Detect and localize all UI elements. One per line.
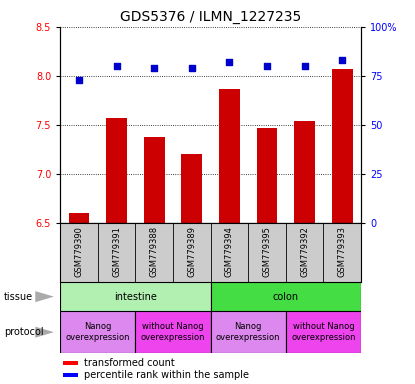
Bar [219,89,240,223]
Text: GSM779390: GSM779390 [74,226,83,276]
Text: percentile rank within the sample: percentile rank within the sample [84,370,249,380]
Point [301,63,308,69]
Text: colon: colon [273,291,299,302]
Text: GSM779389: GSM779389 [187,226,196,277]
Point [188,65,195,71]
Point [226,59,233,65]
Bar [286,311,361,353]
Text: without Nanog
overexpression: without Nanog overexpression [291,323,356,342]
Text: protocol: protocol [4,327,44,337]
Text: intestine: intestine [114,291,157,302]
Text: Nanog
overexpression: Nanog overexpression [216,323,281,342]
Bar [257,128,277,223]
Polygon shape [35,327,54,338]
Bar [63,372,78,377]
Bar [60,311,135,353]
Text: Nanog
overexpression: Nanog overexpression [66,323,130,342]
Bar [135,311,210,353]
Bar [106,118,127,223]
Bar [211,311,286,353]
Title: GDS5376 / ILMN_1227235: GDS5376 / ILMN_1227235 [120,10,301,25]
Point [76,77,82,83]
Text: GSM779392: GSM779392 [300,226,309,276]
Point [151,65,158,71]
Text: GSM779388: GSM779388 [150,226,159,277]
Bar [181,154,202,223]
Point [264,63,270,69]
Bar [144,137,164,223]
Bar [211,282,361,311]
Point [113,63,120,69]
Bar [60,282,211,311]
Text: GSM779394: GSM779394 [225,226,234,276]
Bar [294,121,315,223]
Text: GSM779391: GSM779391 [112,226,121,276]
Text: GSM779393: GSM779393 [338,226,347,277]
Text: tissue: tissue [4,291,33,302]
Text: without Nanog
overexpression: without Nanog overexpression [141,323,205,342]
Bar [68,213,89,223]
Text: GSM779395: GSM779395 [263,226,271,276]
Text: transformed count: transformed count [84,358,175,368]
Point [339,57,346,63]
Polygon shape [35,291,54,302]
Bar [63,361,78,366]
Bar [332,69,353,223]
